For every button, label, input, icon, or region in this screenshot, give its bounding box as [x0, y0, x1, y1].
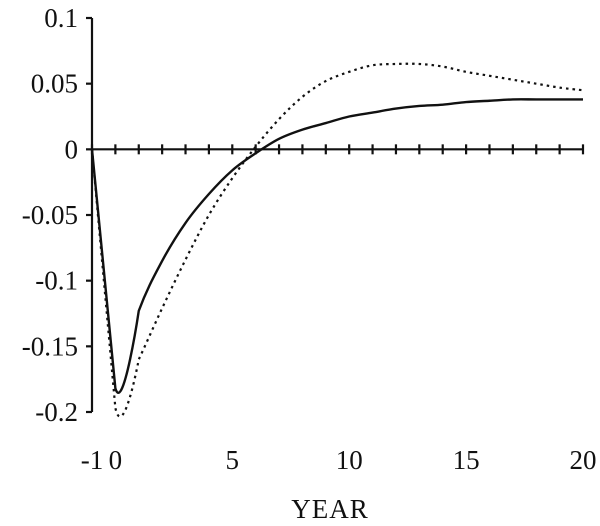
- series-layer: [90, 62, 584, 418]
- y-tick-label: -0.2: [35, 397, 78, 427]
- x-tick-label: 20: [570, 445, 597, 475]
- series-line-dotted: [90, 62, 584, 418]
- series-line-solid: [90, 98, 583, 394]
- x-tick-label: 0: [109, 445, 123, 475]
- y-tick-label: -0.1: [35, 266, 78, 296]
- x-tick-label: 15: [453, 445, 480, 475]
- labels-layer: 0.10.050-0.05-0.1-0.15-0.2-1 0 5 10 15 20: [22, 3, 597, 475]
- y-tick-label: 0.05: [31, 69, 78, 99]
- y-tick-label: -0.05: [22, 200, 78, 230]
- y-tick-label: -0.15: [22, 331, 78, 361]
- y-tick-label: 0: [65, 134, 79, 164]
- x-axis-title: YEAR: [291, 494, 369, 524]
- y-tick-label: 0.1: [44, 3, 78, 33]
- x-tick-label: 5: [226, 445, 240, 475]
- x-tick-label: -1: [81, 445, 104, 475]
- axes-layer: [86, 16, 585, 414]
- x-tick-label: 10: [336, 445, 363, 475]
